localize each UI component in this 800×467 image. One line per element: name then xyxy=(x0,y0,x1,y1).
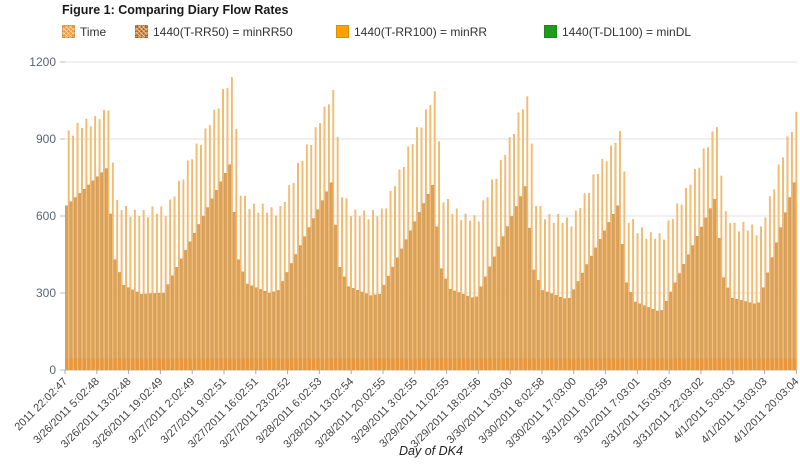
legend-swatch-minrr-icon xyxy=(336,25,349,38)
legend-label-minrr50: 1440(T-RR50) = minRR50 xyxy=(153,24,293,39)
x-axis-labels: 2011 22:02:473/26/2011 5:02:483/26/2011 … xyxy=(12,376,800,451)
legend-item-time: Time xyxy=(62,24,106,39)
svg-text:2011 22:02:47: 2011 22:02:47 xyxy=(12,376,70,434)
x-axis-title: Day of DK4 xyxy=(399,444,463,458)
svg-text:300: 300 xyxy=(36,286,56,300)
legend-swatch-mindl-icon xyxy=(544,25,557,38)
legend-label-minrr: 1440(T-RR100) = minRR xyxy=(354,24,488,39)
legend-swatch-minrr50-icon xyxy=(135,25,148,38)
legend-label-time: Time xyxy=(80,24,107,39)
y-axis-labels: 0 300 600 900 1200 xyxy=(29,55,56,377)
svg-text:900: 900 xyxy=(36,132,56,146)
chart-title: Figure 1: Comparing Diary Flow Rates xyxy=(62,3,289,17)
svg-text:600: 600 xyxy=(36,209,56,223)
legend-item-minrr: 1440(T-RR100) = minRR xyxy=(336,24,487,39)
x-ticks xyxy=(64,370,797,374)
legend-label-mindl: 1440(T-DL100) = minDL xyxy=(562,24,692,39)
svg-text:0: 0 xyxy=(49,363,56,377)
legend-item-minrr50: 1440(T-RR50) = minRR50 xyxy=(135,24,293,39)
chart-legend: Time 1440(T-RR50) = minRR50 1440(T-RR100… xyxy=(0,24,800,40)
series-time-strip xyxy=(65,358,796,370)
svg-text:1200: 1200 xyxy=(29,55,56,69)
series-minrr-bars xyxy=(67,77,798,371)
legend-item-mindl: 1440(T-DL100) = minDL xyxy=(544,24,691,39)
legend-swatch-time-icon xyxy=(62,25,75,38)
